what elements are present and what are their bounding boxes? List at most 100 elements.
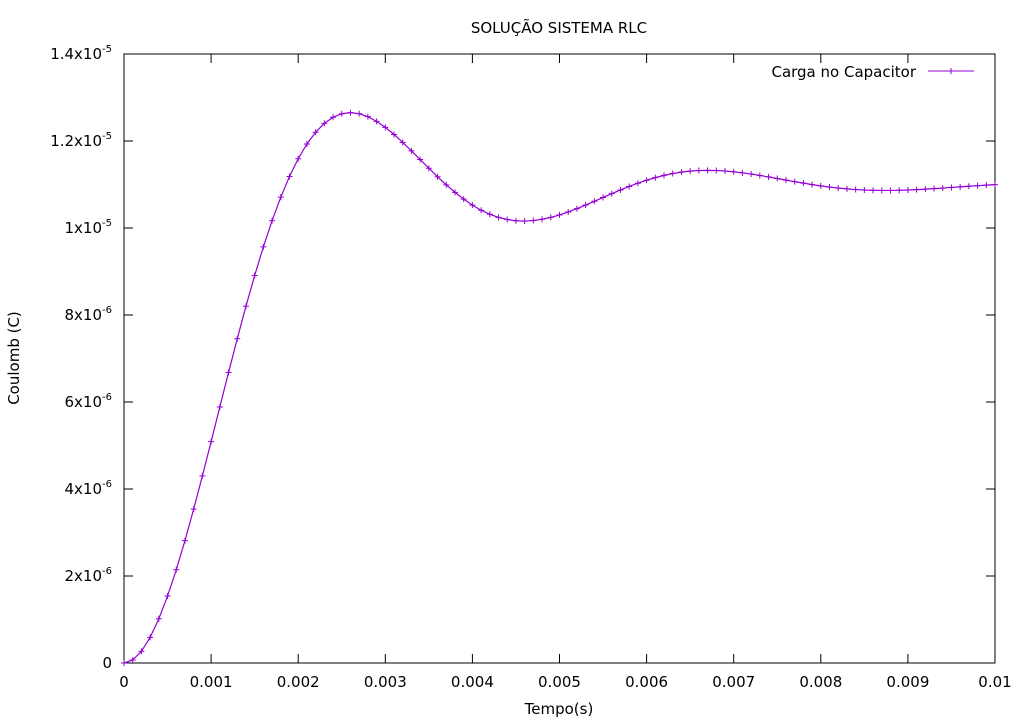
data-point [234,335,241,342]
y-tick-label: 1x10-5 [65,218,113,237]
data-point [364,113,371,120]
data-point [904,187,911,194]
y-tick-exponent: -5 [102,218,112,229]
data-point [817,182,824,189]
y-tick-mantissa: 6x10 [65,393,103,411]
data-point [129,657,136,663]
data-point [939,185,946,192]
data-point [809,181,816,188]
data-point [121,660,127,666]
y-tick-mantissa: 8x10 [65,306,103,324]
data-point [669,170,676,177]
data-point [512,217,519,224]
data-point [852,186,859,193]
x-tick-label: 0.001 [190,673,233,691]
y-tick-exponent: -6 [102,479,112,490]
y-tick-exponent: -6 [102,305,112,316]
data-point [591,198,598,205]
data-point [870,187,877,194]
data-point [173,566,180,573]
data-point [992,181,998,188]
y-tick-mantissa: 1.2x10 [50,132,102,150]
data-point [931,185,938,192]
data-point [216,404,223,410]
plot-area [123,53,996,664]
y-tick-label: 1.4x10-5 [50,44,112,63]
data-point [957,183,964,190]
data-point [626,183,633,190]
data-point [756,172,763,179]
y-tick-exponent: -5 [102,44,112,55]
data-point [373,118,380,125]
data-point [399,139,406,146]
x-tick-label: 0.008 [799,673,842,691]
data-point [330,114,337,121]
data-point [643,177,650,184]
data-point [190,506,197,513]
data-point [408,147,415,154]
data-point [608,190,615,197]
data-point [443,181,450,188]
data-point [774,175,781,182]
data-point [460,196,467,203]
data-point [277,194,284,201]
data-point [469,202,476,209]
data-point [303,141,310,147]
data-point [948,184,955,191]
chart-title: SOLUÇÃO SISTEMA RLC [471,18,647,37]
data-point [652,174,659,181]
data-point [765,173,772,180]
data-point [425,165,432,172]
x-tick-label: 0.007 [712,673,755,691]
data-point [687,168,694,175]
data-point [251,272,258,279]
data-point [451,189,458,196]
x-tick-label: 0.006 [625,673,668,691]
y-tick-mantissa: 1x10 [65,219,103,237]
data-point [922,186,929,193]
legend-marker [948,68,954,74]
data-point [695,167,702,174]
data-point [539,216,546,223]
data-point [486,211,493,218]
data-point [547,214,554,221]
data-point [530,217,537,224]
y-tick-exponent: -6 [102,566,112,577]
y-tick-exponent: -6 [102,392,112,403]
data-point [338,110,345,117]
data-point [861,187,868,194]
data-point [242,303,249,310]
data-point [600,194,607,201]
data-point [887,187,894,194]
data-point [321,120,328,127]
x-tick-label: 0.005 [538,673,581,691]
data-point [286,173,293,180]
data-point [391,131,398,138]
series-layer [121,109,998,666]
x-tick-label: 0.003 [364,673,407,691]
data-point [181,537,188,544]
y-tick-label: 2x10-6 [65,566,113,585]
data-point [713,167,720,174]
data-point [913,186,920,193]
data-point [295,155,302,162]
x-tick-label: 0.004 [451,673,494,691]
data-point [704,167,711,174]
data-point [617,186,624,193]
data-point [896,187,903,194]
plot-border [123,53,996,664]
data-point [164,593,171,600]
data-point [495,214,502,221]
y-tick-mantissa: 4x10 [65,480,103,498]
y-axis-label: Coulomb (C) [5,311,23,405]
data-point [417,156,424,163]
data-point [573,205,580,212]
y-tick-label: 1.2x10-5 [50,131,112,150]
data-point [504,216,511,223]
data-point [521,218,528,225]
data-point [347,109,354,116]
data-point [634,180,641,187]
data-point [748,171,755,178]
data-point [478,207,485,214]
